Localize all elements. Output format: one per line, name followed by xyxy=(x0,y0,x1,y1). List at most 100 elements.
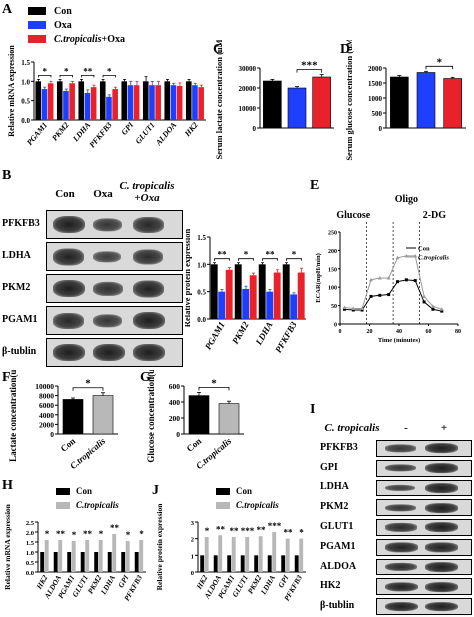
chart-e-point xyxy=(395,255,400,260)
chart-e-point xyxy=(342,307,346,311)
chart-e-point xyxy=(360,306,365,311)
blot-i-band xyxy=(425,562,459,572)
chart-j-bar xyxy=(218,535,223,572)
blot-b-strip xyxy=(46,242,183,271)
chart-h-legend-swatch xyxy=(56,502,70,509)
chart-h-bar xyxy=(40,552,45,572)
blot-i-band xyxy=(425,463,459,474)
blot-i-strip xyxy=(376,519,472,536)
chart-j-ytick-label: 0 xyxy=(191,570,194,577)
chart-a-legend-label: Oxa xyxy=(54,20,72,31)
chart-j-bar xyxy=(267,555,272,572)
chart-bq-bar xyxy=(273,272,281,319)
chart-h-sig-label: * xyxy=(72,530,77,540)
chart-bq-bar xyxy=(242,288,250,319)
chart-j-legend-label: Con xyxy=(236,486,252,496)
chart-bq-category-label: PKM2 xyxy=(230,320,251,346)
chart-a-bar xyxy=(121,81,128,120)
chart-j-sig-label: ** xyxy=(216,524,226,534)
chart-bq-bar xyxy=(290,294,298,319)
chart-g-bar xyxy=(188,395,210,435)
chart-h-bar xyxy=(80,552,85,572)
blot-i-band xyxy=(385,542,418,552)
chart-a-bar xyxy=(112,89,118,120)
chart-h-bar xyxy=(112,534,117,572)
chart-e-xtick-label: 20 xyxy=(367,329,373,335)
blot-i-strip xyxy=(376,538,472,556)
chart-a-category-label: GPI xyxy=(120,120,136,137)
chart-bq-bar xyxy=(234,264,242,319)
chart-a-bar xyxy=(63,91,69,120)
blot-i-band xyxy=(385,484,415,492)
chart-e-ytick-label: 0 xyxy=(334,323,337,329)
chart-c-bar xyxy=(263,80,282,129)
chart-h-sig-label: * xyxy=(45,529,50,539)
chart-g-ytick-label: 0 xyxy=(176,430,180,439)
blot-i-plus: + xyxy=(440,422,448,434)
panel-label-b: B xyxy=(2,168,12,183)
chart-h-bar xyxy=(53,552,58,572)
chart-a-category-label: HK2 xyxy=(182,121,200,139)
blot-i-band xyxy=(385,504,416,512)
blot-b-band xyxy=(133,311,165,330)
chart-e-point xyxy=(430,304,435,308)
chart-j-sig-label: ** xyxy=(284,528,294,538)
chart-c-ylabel: Serum lactate concentration (uM) xyxy=(214,40,224,159)
chart-a-bar xyxy=(56,81,63,120)
chart-e-point xyxy=(377,276,382,280)
blot-b-band xyxy=(133,248,164,265)
chart-d-ytick-label: 1000 xyxy=(368,95,383,103)
chart-d-sig-label: * xyxy=(437,56,443,68)
chart-j-sig-label: * xyxy=(299,528,304,538)
blot-i-band xyxy=(385,582,418,592)
blot-i-strip xyxy=(376,499,472,517)
chart-h-bar xyxy=(125,541,130,572)
chart-bq-bar xyxy=(282,264,290,319)
chart-f-sig-label: * xyxy=(85,378,91,390)
blot-i-strip xyxy=(376,558,472,576)
chart-a-sig-label: * xyxy=(107,66,112,76)
chart-c-ytick-label: 20000 xyxy=(239,85,257,93)
chart-e-xtick-label: 80 xyxy=(455,329,461,335)
chart-h-legend-label: Con xyxy=(76,486,92,496)
chart-e-point xyxy=(422,300,426,304)
blot-i-band xyxy=(385,464,416,472)
chart-f-ylabel: Lactate concentration(uM) xyxy=(8,368,18,462)
chart-e-marker-label: Oligo xyxy=(395,194,418,205)
chart-a-bar xyxy=(142,81,149,120)
chart-f-ytick-label: 2000 xyxy=(39,420,54,429)
blot-i-band xyxy=(385,444,416,452)
chart-a-ylabel: Relative mRNA expression xyxy=(7,45,16,137)
chart-bq-bar xyxy=(218,291,226,319)
chart-e-ytick-label: 100 xyxy=(328,286,337,292)
chart-d-ytick-label: 0 xyxy=(379,125,383,133)
blot-i-band xyxy=(425,542,458,552)
chart-h-bar xyxy=(58,540,63,572)
chart-a-sig-bracket xyxy=(59,75,73,78)
chart-e-point xyxy=(413,279,417,283)
chart-a-ytick-label: 1.0 xyxy=(21,78,30,86)
chart-g-ytick-label: 600 xyxy=(169,382,181,391)
blot-b-band xyxy=(133,343,165,362)
chart-bq-category-label: LDHA xyxy=(253,320,275,348)
blot-i-strip xyxy=(376,440,472,457)
chart-a-bar xyxy=(99,81,106,120)
chart-e-ytick-label: 250 xyxy=(328,231,337,237)
chart-bq-bar xyxy=(249,275,257,319)
chart-f-bar xyxy=(92,395,114,435)
chart-g-ytick-label: 400 xyxy=(169,398,181,407)
chart-h-bar xyxy=(85,540,90,572)
blot-i-band xyxy=(425,522,459,533)
chart-e-point xyxy=(431,307,435,311)
blot-i-row-label: LDHA xyxy=(320,481,349,493)
chart-f-category-label: Con xyxy=(59,436,78,454)
panel-label-a: A xyxy=(2,2,13,17)
blot-b-row-label: LDHA xyxy=(2,250,31,261)
chart-h-mrna: 0.0 0.5 1.0 1.5 2.0 2.5 Relative mRNA expressi… xyxy=(3,486,146,603)
chart-h-legend-label: C.tropicalis xyxy=(76,500,119,510)
chart-e-series-line xyxy=(344,255,442,310)
chart-a-sig-label: * xyxy=(64,66,69,76)
chart-d-ylabel: Serum glucose concentration (uM) xyxy=(344,40,354,161)
chart-d-ytick-label: 1500 xyxy=(368,80,383,88)
blot-b-band xyxy=(93,313,123,328)
